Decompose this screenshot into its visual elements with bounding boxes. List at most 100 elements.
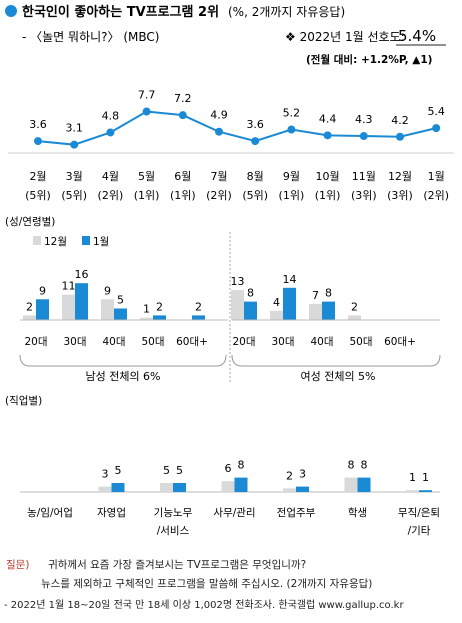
rank-label: (5위) — [61, 189, 87, 202]
bar-jan — [244, 301, 257, 320]
bar-dec — [231, 290, 244, 320]
bar-jan — [114, 308, 127, 320]
trend-value-label: 3.1 — [65, 122, 83, 135]
age-tick-label: 50대 — [349, 336, 372, 348]
bar-dec-value: 7 — [312, 289, 319, 302]
question-line-2: 뉴스를 제외하고 구체적인 프로그램을 말씀해 주십시오. (2개까지 자유응답… — [41, 578, 373, 590]
trend-value-label: 7.2 — [174, 92, 192, 105]
rank-label: (3위) — [387, 189, 413, 202]
month-tick-label: 8월 — [247, 170, 264, 183]
job-bar-dec — [160, 483, 173, 492]
trend-point — [251, 137, 260, 146]
job-bar-jan — [111, 483, 125, 492]
job-bar-jan — [419, 490, 432, 492]
age-tick-label: 60대+ — [384, 336, 416, 348]
bar-dec — [348, 315, 361, 320]
age-tick-label: 40대 — [310, 336, 333, 348]
trend-value-label: 4.2 — [391, 114, 409, 127]
bar-jan-value: 8 — [247, 287, 254, 300]
rank-label: (1위) — [134, 189, 160, 202]
legend-swatch-dec — [33, 236, 41, 245]
job-tick-label: /서비스 — [157, 525, 190, 537]
trend-line-chart: 3.6 3.1 4.8 7.7 7.2 4.9 3.6 5.2 4.4 4.3 4.2 5.4 2월 (5… — [8, 89, 454, 202]
month-tick-label: 2월 — [29, 170, 46, 183]
bar-dec — [270, 310, 283, 320]
trend-point — [215, 127, 223, 136]
bar-dec-value: 2 — [351, 300, 358, 313]
job-tick-label: 자영업 — [97, 506, 126, 519]
bar-dec-value: 1 — [143, 303, 150, 316]
trend-point — [70, 140, 79, 149]
bar-dec-value: 11 — [62, 280, 76, 293]
job-tick-label: 기능노무 — [154, 507, 193, 519]
job-bar-jan-value: 3 — [299, 468, 306, 481]
month-tick-label: 5월 — [138, 170, 155, 183]
bar-dec-value: 9 — [104, 284, 111, 297]
job-bar-jan-value: 5 — [176, 464, 183, 477]
trend-value-label: 4.4 — [319, 112, 337, 125]
bar-dec — [140, 317, 153, 320]
trend-value-label: 7.7 — [138, 89, 156, 102]
job-bar-dec-value: 5 — [163, 464, 170, 477]
month-tick-label: 7월 — [210, 170, 227, 183]
rank-label: (2위) — [206, 189, 232, 202]
bar-jan-value: 2 — [156, 300, 163, 313]
rank-label: (1위) — [279, 189, 305, 202]
source-note: - 2022년 1월 18~20일 전국 만 18세 이상 1,002명 전화조… — [4, 600, 404, 611]
month-tick-label: 6월 — [174, 170, 191, 183]
bar-jan — [36, 299, 49, 320]
bar-dec — [309, 303, 322, 320]
bar-jan-value: 14 — [283, 273, 297, 286]
change-text: (전월 대비: +1.2%P, ▲1) — [306, 53, 432, 66]
group-bracket — [19, 354, 227, 367]
title-note: (%, 2개까지 자유응답) — [228, 5, 345, 19]
month-tick-label: 1월 — [428, 170, 445, 183]
age-tick-label: 30대 — [63, 336, 86, 348]
preference-label: ❖ 2022년 1월 선호도: — [285, 30, 405, 44]
trend-point — [359, 132, 368, 141]
bar-jan — [283, 287, 296, 320]
legend-label-dec: 12월 — [44, 236, 67, 248]
job-bar-jan — [173, 483, 186, 492]
group-label: 여성 전체의 5% — [300, 370, 375, 383]
job-bar-dec — [344, 477, 358, 492]
preference-value: 5.4% — [398, 27, 436, 45]
job-bar-jan-value: 8 — [361, 459, 368, 472]
job-bar-dec — [283, 488, 296, 492]
trend-value-label: 5.2 — [283, 107, 301, 120]
job-bar-dec-value: 8 — [348, 459, 355, 472]
question-line-1: 귀하께서 요즘 가장 즐겨보시는 TV프로그램은 무엇입니까? — [48, 559, 307, 571]
trend-point — [34, 137, 42, 146]
rank-label: (1위) — [315, 189, 341, 202]
job-tick-label: 학생 — [348, 507, 367, 519]
job-bar-dec — [98, 486, 112, 492]
job-tick-label: 전업주부 — [277, 506, 316, 519]
rank-label: (1위) — [170, 189, 196, 202]
trend-value-label: 3.6 — [246, 118, 264, 131]
job-chart-title: (직업별) — [5, 394, 42, 407]
trend-value-label: 4.8 — [102, 109, 120, 122]
bar-dec-value: 4 — [273, 296, 280, 309]
trend-point — [287, 125, 296, 134]
bar-jan-value: 9 — [39, 284, 46, 297]
age-tick-label: 40대 — [102, 336, 125, 348]
job-bar-dec — [221, 481, 235, 492]
group-label: 남성 전체의 6% — [85, 370, 160, 383]
job-tick-label: 사무/관리 — [213, 507, 255, 519]
title-bullet-icon — [5, 5, 17, 17]
job-bar-jan-value: 1 — [422, 471, 429, 484]
bar-jan-value: 5 — [117, 294, 124, 307]
rank-label: (2위) — [423, 189, 449, 202]
trend-point — [323, 131, 332, 140]
job-tick-label: 무직/은퇴 — [398, 507, 440, 519]
trend-value-label: 3.6 — [29, 118, 47, 131]
month-tick-label: 4월 — [102, 170, 119, 183]
question-label: 질문) — [6, 559, 30, 571]
bar-dec — [62, 294, 75, 320]
job-tick-label: /기타 — [408, 525, 431, 537]
legend-swatch-jan — [82, 236, 90, 245]
month-tick-label: 3월 — [66, 170, 83, 183]
rank-label: (2위) — [98, 189, 124, 202]
